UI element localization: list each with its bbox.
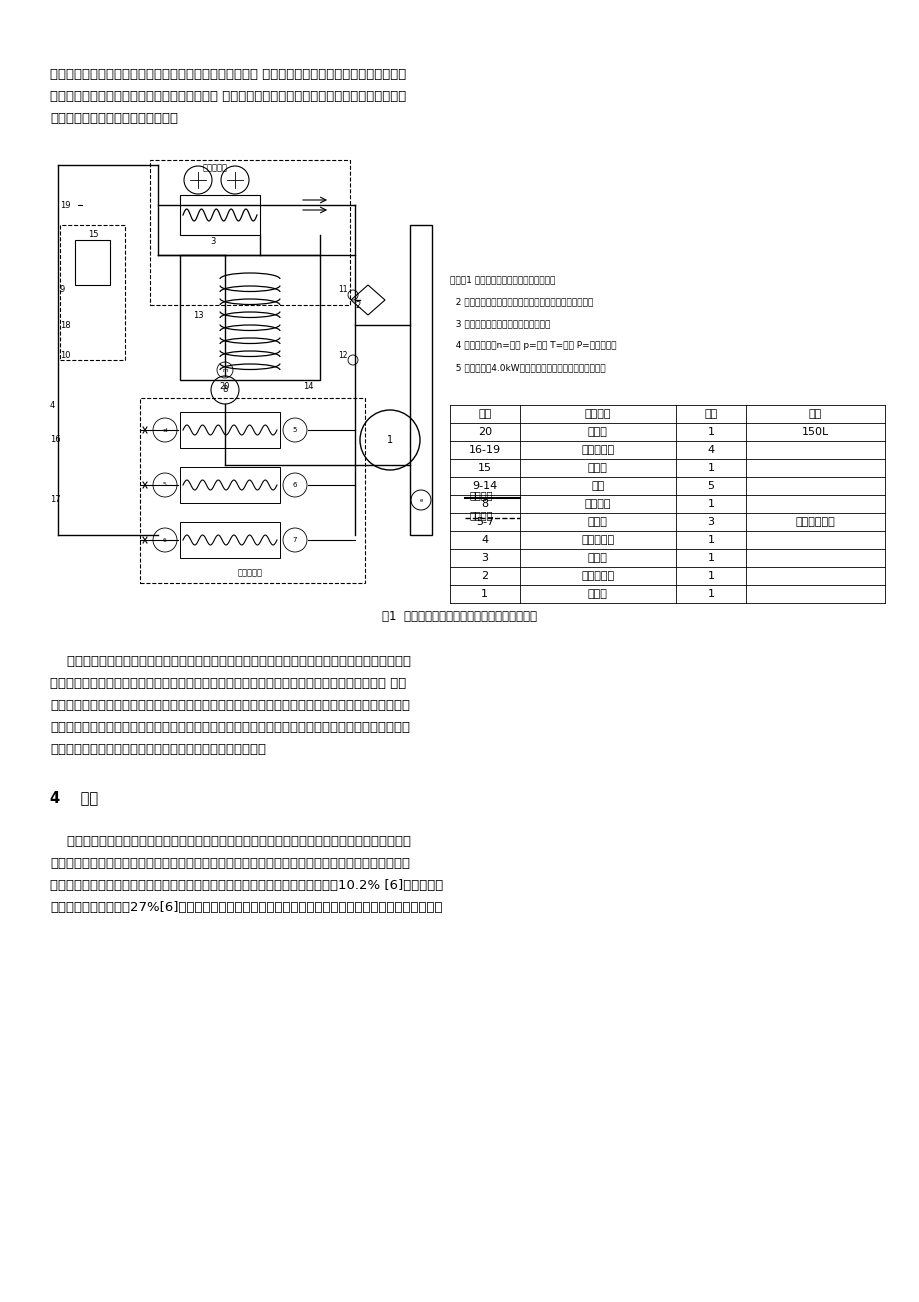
Text: 9-14: 9-14	[471, 480, 497, 491]
Text: 电子膨胀阀: 电子膨胀阀	[581, 535, 614, 546]
Text: 6: 6	[292, 482, 297, 488]
Text: 在冬天，根据有关文献报道和现场跟踪测试结果，除霜损失约占热泵总能耗损失的10.2% [6]，而由于除: 在冬天，根据有关文献报道和现场跟踪测试结果，除霜损失约占热泵总能耗损失的10.2…	[50, 879, 443, 892]
Text: el: el	[162, 427, 167, 432]
Text: 5: 5	[163, 483, 166, 487]
Text: 2: 2	[481, 572, 488, 581]
Text: 1: 1	[707, 553, 714, 562]
Bar	[75, 240, 110, 285]
Text: 5: 5	[292, 427, 297, 434]
Text: 2 室内机三个可以同时开启，也可以根据需要部分开启。: 2 室内机三个可以同时开启，也可以根据需要部分开启。	[449, 297, 593, 306]
Text: 5 总制冷量为4.0kW，压缩机能进行交流量调节适应需求: 5 总制冷量为4.0kW，压缩机能进行交流量调节适应需求	[449, 363, 605, 372]
Text: 4 图中布置测点n=流量 p=压力 T=温度 P=压缩机功率: 4 图中布置测点n=流量 p=压力 T=温度 P=压缩机功率	[449, 341, 616, 350]
Text: 序号: 序号	[478, 409, 491, 419]
Text: 12: 12	[338, 350, 347, 359]
Text: 1: 1	[707, 589, 714, 599]
Text: 1: 1	[707, 464, 714, 473]
Text: 18: 18	[60, 320, 71, 329]
Bar	[180, 411, 279, 448]
Text: e: e	[419, 497, 422, 503]
Text: 制热工况: 制热工况	[470, 490, 493, 500]
Bar	[140, 398, 365, 583]
Text: 13: 13	[193, 310, 203, 319]
Bar	[180, 195, 260, 234]
Text: 储液器: 储液器	[587, 464, 607, 473]
Text: 11: 11	[338, 285, 347, 294]
Text: 4: 4	[50, 401, 55, 410]
Text: 统运行的稳定性，充分满足用户的空调、供生活热水的需求。: 统运行的稳定性，充分满足用户的空调、供生活热水的需求。	[50, 743, 266, 756]
Text: 3: 3	[210, 237, 215, 246]
Text: 质。生活热水由太阳能集热系统提供，不足时启动热泵系统进行补充。系统运行控制总的原则是 优先: 质。生活热水由太阳能集热系统提供，不足时启动热泵系统进行补充。系统运行控制总的原…	[50, 677, 406, 690]
Text: 1: 1	[481, 589, 488, 599]
Text: 1: 1	[707, 535, 714, 546]
Text: 1: 1	[387, 435, 392, 445]
Text: 17: 17	[50, 496, 61, 504]
Text: 16-19: 16-19	[468, 445, 500, 454]
Text: 求时，启动电加热器辅助加热。这样既充分利用了太阳能来达到节能、经济、环保的目的，又能保证系: 求时，启动电加热器辅助加热。这样既充分利用了太阳能来达到节能、经济、环保的目的，…	[50, 721, 410, 734]
Text: 水循环泵: 水循环泵	[584, 499, 610, 509]
Text: 15: 15	[87, 230, 98, 240]
Text: 在春、秋过渡季节没有空调负荷时，空调系统可以以全新风方式运行为室内换气，改善室内空气品: 在春、秋过渡季节没有空调负荷时，空调系统可以以全新风方式运行为室内换气，改善室内…	[50, 655, 411, 668]
Text: 10: 10	[60, 350, 71, 359]
Text: 利用太阳能满足供暖、供生活热水需求，不足时启动热泵循环。当太阳能与热泵循环都不能满足用热需: 利用太阳能满足供暖、供生活热水需求，不足时启动热泵循环。当太阳能与热泵循环都不能…	[50, 699, 410, 712]
Text: 14: 14	[302, 381, 312, 391]
Text: 阀阀: 阀阀	[591, 480, 604, 491]
Bar	[410, 225, 432, 535]
Text: 以水箱中被太阳能加热了的热水为热源进行工作 当太阳能和热泵都不能满足热水供应要求时，启动热: 以水箱中被太阳能加热了的热水为热源进行工作 当太阳能和热泵都不能满足热水供应要求…	[50, 90, 406, 103]
Text: 单向截止阀: 单向截止阀	[581, 445, 614, 454]
Text: 16: 16	[50, 435, 61, 444]
Text: 室内机: 室内机	[587, 517, 607, 527]
Text: 1: 1	[707, 427, 714, 437]
Text: 很低时，开启热泵，使其以空气为热源进行工作，生产热水 当太阳辐射强度介于两者之间时，使热泵: 很低时，开启热泵，使其以空气为热源进行工作，生产热水 当太阳辐射强度介于两者之间…	[50, 68, 406, 81]
Text: 5-7: 5-7	[475, 517, 494, 527]
Bar	[180, 255, 320, 380]
Text: 9: 9	[60, 285, 65, 294]
Text: 霜控制方法问题，大约27%[6]的除霜动作是在肋片表面结霜不严重，不需要除霜的情况下进行的。本机组: 霜控制方法问题，大约27%[6]的除霜动作是在肋片表面结霜不严重，不需要除霜的情…	[50, 901, 442, 914]
Text: 1: 1	[707, 572, 714, 581]
Text: 150L: 150L	[800, 427, 828, 437]
Text: 7: 7	[292, 536, 297, 543]
Text: 压缩机: 压缩机	[587, 589, 607, 599]
Text: m: m	[222, 367, 228, 372]
Text: 4: 4	[707, 445, 714, 454]
Bar	[150, 160, 349, 305]
Text: 8: 8	[222, 385, 227, 395]
Text: 1: 1	[707, 499, 714, 509]
Text: 水蓄水箱中的电加热器来辅助加热。: 水蓄水箱中的电加热器来辅助加热。	[50, 112, 177, 125]
Text: 备注: 备注	[808, 409, 822, 419]
Text: 户的不同需求。其突出优点是可以在太阳辐射较差的情况下制取生活热水，并同时实现房间制冷。另外: 户的不同需求。其突出优点是可以在太阳辐射较差的情况下制取生活热水，并同时实现房间…	[50, 857, 410, 870]
Text: 20: 20	[220, 381, 230, 391]
Text: 制冷工况: 制冷工况	[470, 510, 493, 519]
Text: 室外机部分: 室外机部分	[202, 163, 227, 172]
Text: 图1  太阳能－空气双热源热泵及热水系统原理图: 图1 太阳能－空气双热源热泵及热水系统原理图	[382, 611, 537, 622]
Text: 数量: 数量	[704, 409, 717, 419]
Text: 设备名称: 设备名称	[584, 409, 610, 419]
Text: 3: 3	[481, 553, 488, 562]
Text: 20: 20	[477, 427, 492, 437]
Text: 储水箱: 储水箱	[587, 427, 607, 437]
Bar	[180, 522, 279, 559]
Text: 室内机部分: 室内机部分	[237, 568, 262, 577]
Text: 6: 6	[163, 538, 166, 543]
Bar	[60, 225, 125, 359]
Text: 每套一匹大小: 每套一匹大小	[795, 517, 834, 527]
Text: 4: 4	[481, 535, 488, 546]
Text: 8: 8	[481, 499, 488, 509]
Text: 3: 3	[707, 517, 714, 527]
Bar	[180, 467, 279, 503]
Text: 四通换向阀: 四通换向阀	[581, 572, 614, 581]
Text: 室外机: 室外机	[587, 553, 607, 562]
Text: 19: 19	[60, 201, 71, 210]
Text: 本系统设计充分利用太阳能，能达到优先利用太阳能的目的，并且充分考虑不同天气情况下满足用: 本系统设计充分利用太阳能，能达到优先利用太阳能的目的，并且充分考虑不同天气情况下…	[50, 835, 411, 848]
Text: 5: 5	[707, 480, 714, 491]
Text: 说明：1 夏天制冷、冬天制热，两种工况。: 说明：1 夏天制冷、冬天制热，两种工况。	[449, 275, 555, 284]
Text: 3 利用多组阀件控制水箱的接入位置。: 3 利用多组阀件控制水箱的接入位置。	[449, 319, 550, 328]
Text: 2: 2	[355, 301, 360, 310]
Text: 15: 15	[477, 464, 492, 473]
Text: 4    结论: 4 结论	[50, 790, 98, 805]
